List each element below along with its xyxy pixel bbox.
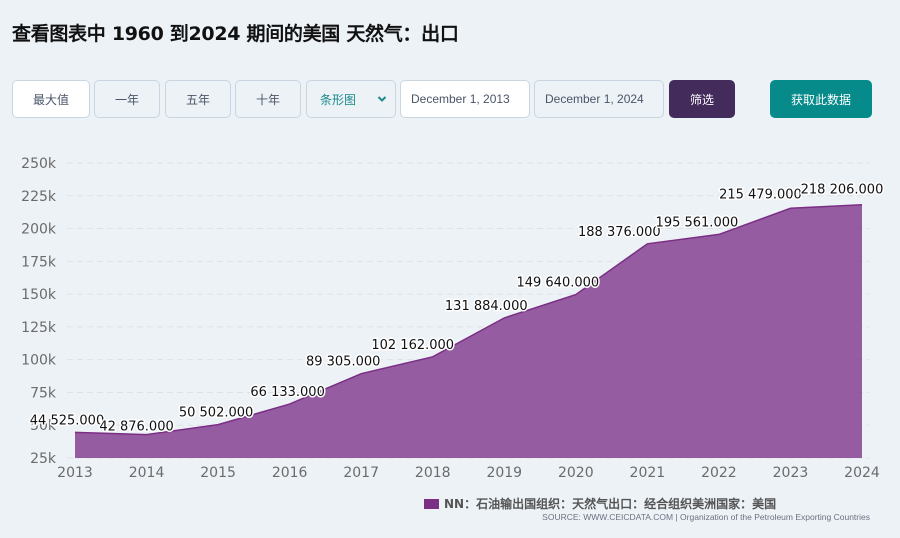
- x-tick-label: 2019: [486, 465, 522, 480]
- x-tick-label: 2017: [343, 465, 379, 480]
- range-max-button[interactable]: 最大值: [12, 80, 90, 118]
- range-10y-button[interactable]: 十年: [235, 80, 301, 118]
- x-tick-label: 2018: [415, 465, 451, 480]
- y-tick-label: 250k: [21, 156, 57, 172]
- legend-label: NN：石油输出国组织：天然气出口：经合组织美洲国家：美国: [444, 497, 777, 511]
- data-label: 215 479.000: [719, 187, 802, 202]
- toolbar: 最大值 一年 五年 十年 条形图 筛选 获取此数据: [12, 80, 900, 118]
- data-label: 50 502.000: [179, 406, 253, 421]
- x-tick-label: 2023: [773, 465, 809, 480]
- start-date-input[interactable]: [400, 80, 530, 118]
- data-label: 66 133.000: [250, 385, 324, 400]
- x-tick-label: 2022: [701, 465, 737, 480]
- x-axis: 2013 2014 2015 2016 2017 2018 2019 2020 2021 2022…: [57, 465, 880, 480]
- data-label: 44 525.000: [30, 413, 104, 428]
- y-tick-label: 25k: [30, 451, 57, 467]
- data-label: 131 884.000: [445, 299, 528, 314]
- source-note: SOURCE: WWW.CEICDATA.COM | Organization …: [542, 512, 870, 522]
- chevron-down-icon: [377, 96, 387, 102]
- chart-type-value: 条形图: [320, 92, 357, 107]
- x-tick-label: 2015: [200, 465, 236, 480]
- data-label: 102 162.000: [371, 338, 454, 353]
- data-label: 195 561.000: [656, 215, 739, 230]
- data-label: 42 876.000: [99, 420, 173, 435]
- y-tick-label: 75k: [30, 385, 57, 401]
- area-chart: 25k 50k 75k 100k 125k 150k 175k 200k 225k 250k 20…: [21, 156, 885, 480]
- x-tick-label: 2020: [558, 465, 594, 480]
- x-tick-label: 2013: [57, 465, 93, 480]
- data-area: [75, 204, 862, 458]
- x-tick-label: 2021: [630, 465, 666, 480]
- end-date-input[interactable]: [534, 80, 664, 118]
- range-1y-button[interactable]: 一年: [94, 80, 160, 118]
- legend: NN：石油输出国组织：天然气出口：经合组织美洲国家：美国: [424, 495, 776, 512]
- page-title: 查看图表中 1960 到2024 期间的美国 天然气：出口: [12, 23, 459, 45]
- y-tick-label: 175k: [21, 254, 57, 270]
- x-tick-label: 2014: [129, 465, 165, 480]
- y-tick-label: 200k: [21, 222, 57, 238]
- data-label: 188 376.000: [578, 225, 661, 240]
- get-data-button[interactable]: 获取此数据: [770, 80, 872, 118]
- legend-swatch: [424, 498, 439, 509]
- data-label: 149 640.000: [516, 276, 599, 291]
- x-tick-label: 2016: [272, 465, 308, 480]
- y-tick-label: 50k: [30, 418, 57, 434]
- chart-type-select[interactable]: 条形图: [306, 80, 396, 118]
- range-5y-button[interactable]: 五年: [165, 80, 231, 118]
- y-axis: 25k 50k 75k 100k 125k 150k 175k 200k 225k 250k: [21, 156, 57, 467]
- y-tick-label: 125k: [21, 320, 57, 336]
- data-label: 218 206.000: [801, 183, 884, 198]
- x-tick-label: 2024: [844, 465, 880, 480]
- y-tick-label: 100k: [21, 353, 57, 369]
- filter-button[interactable]: 筛选: [669, 80, 735, 118]
- y-tick-label: 150k: [21, 287, 57, 303]
- data-label: 89 305.000: [306, 355, 380, 370]
- y-tick-label: 225k: [21, 189, 57, 205]
- data-line: [74, 203, 863, 436]
